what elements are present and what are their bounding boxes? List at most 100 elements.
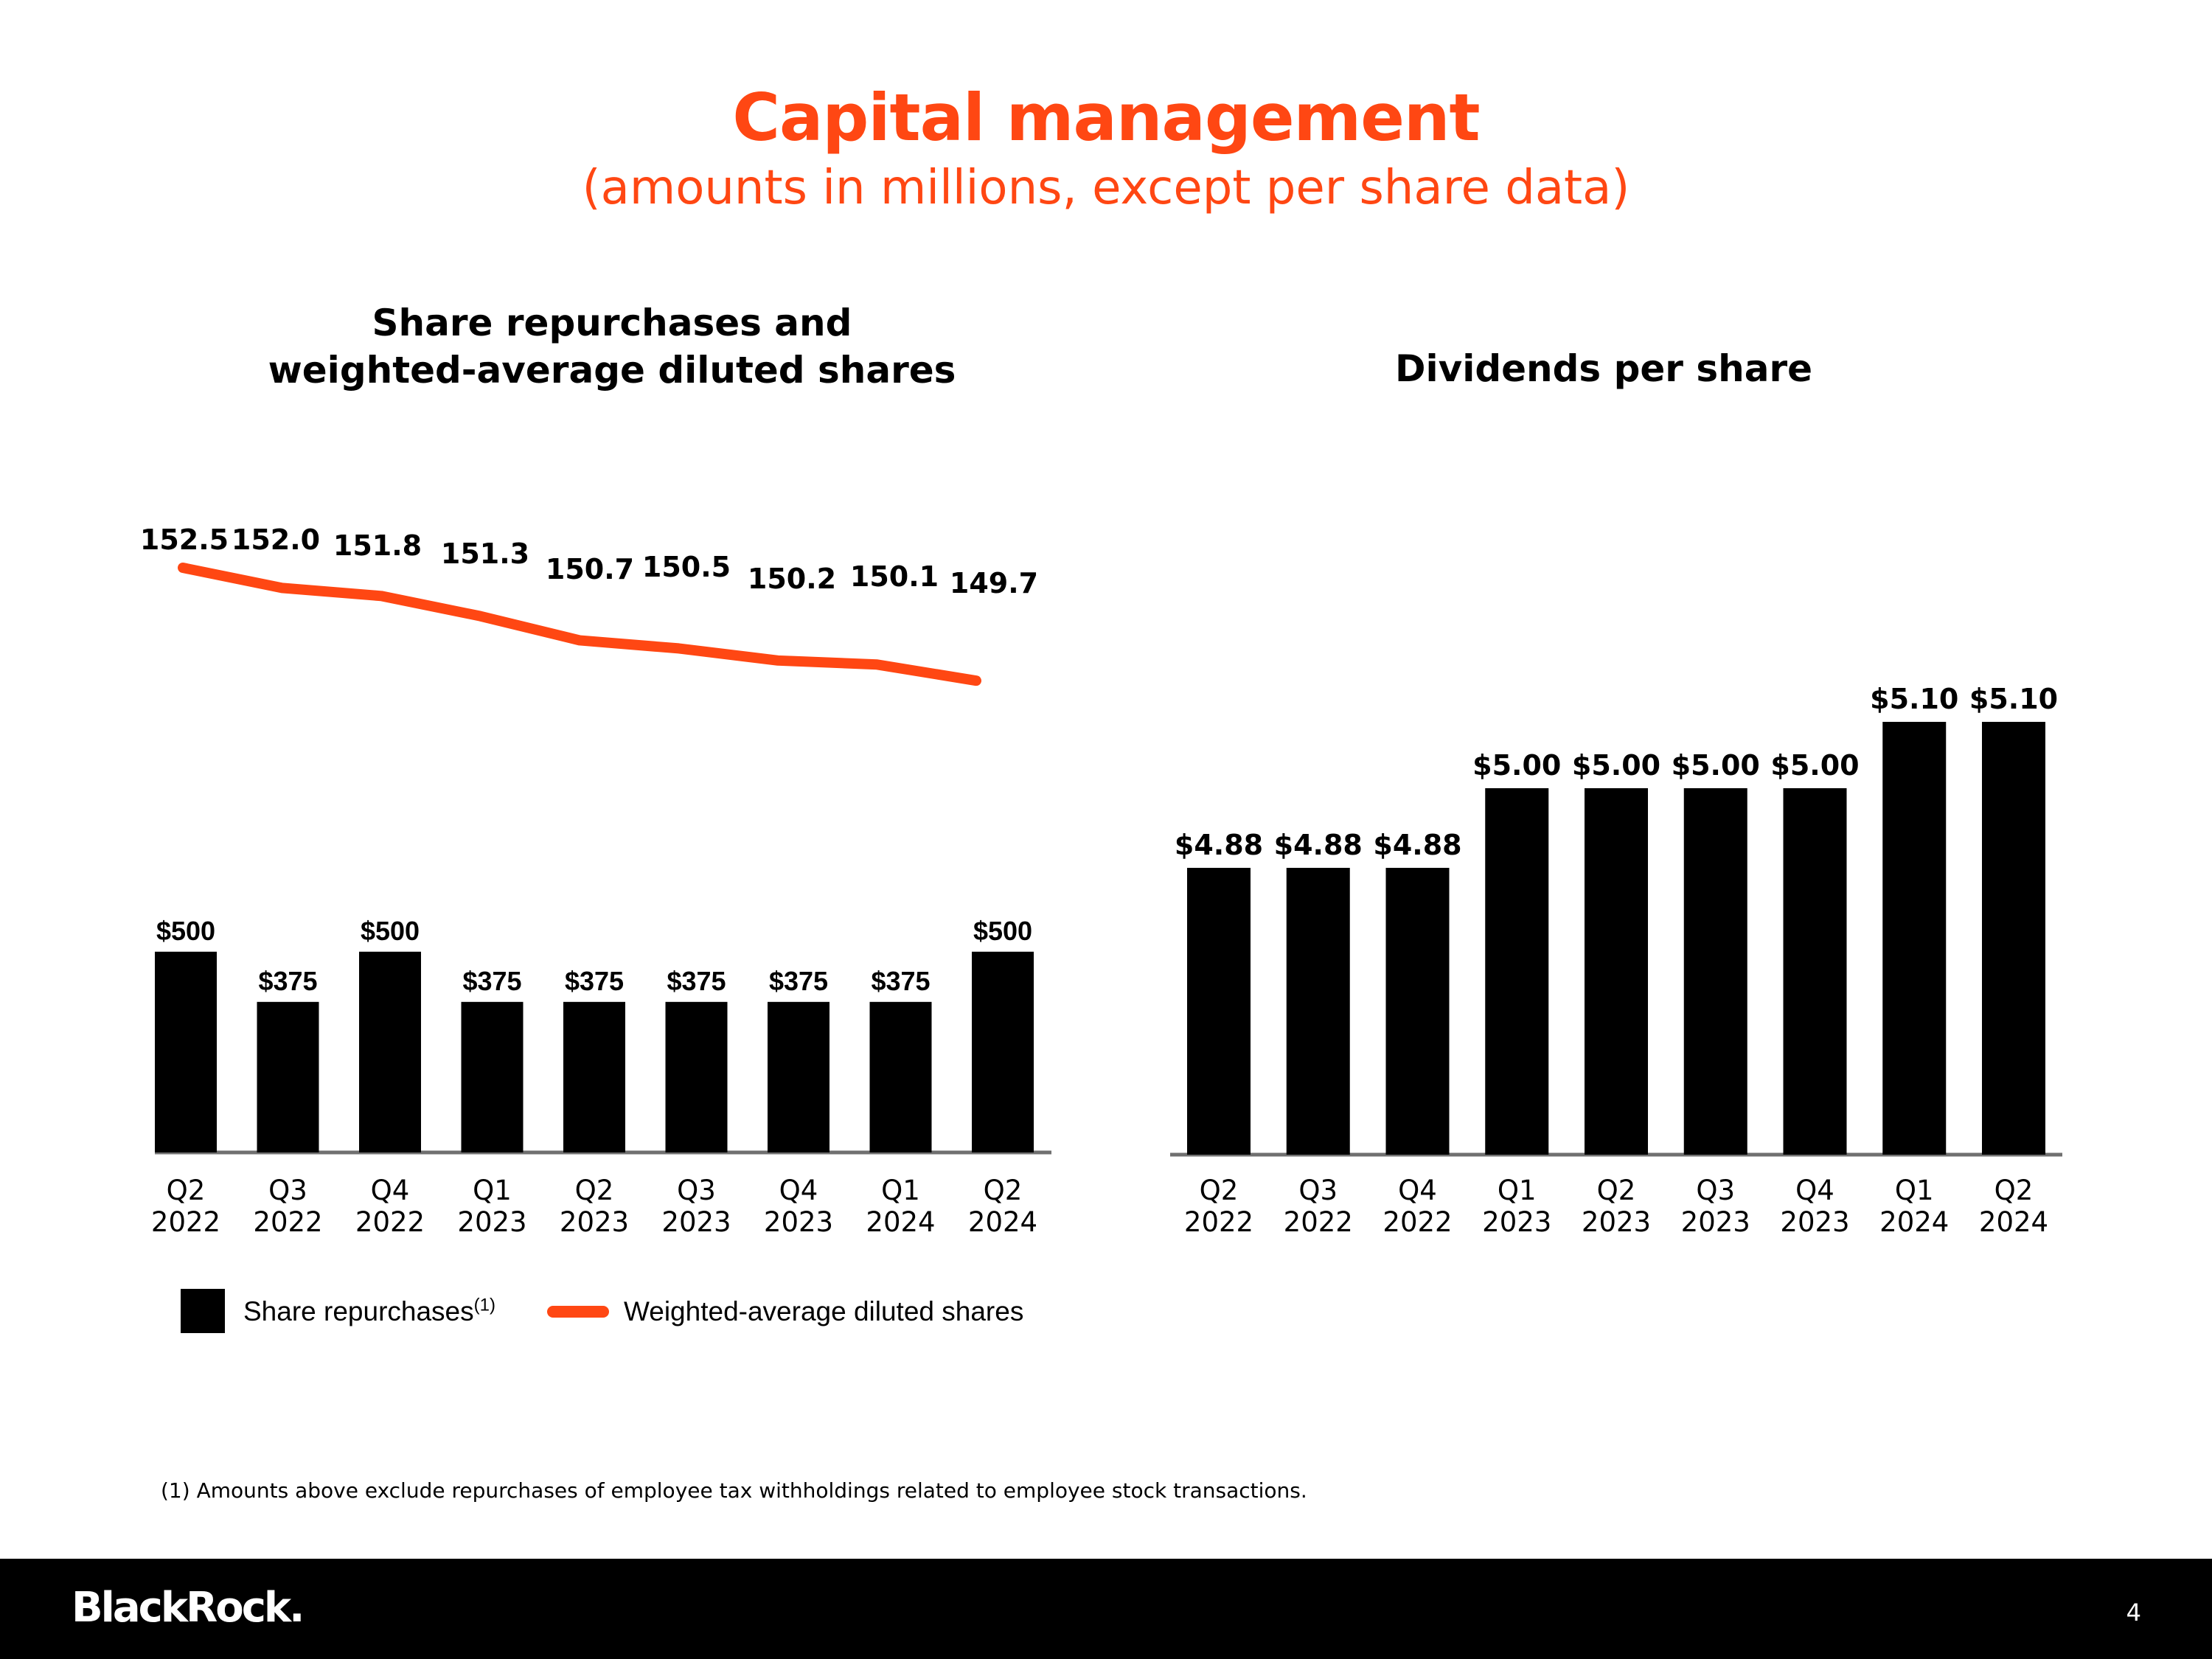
dividend-value-label: $5.00: [1770, 749, 1859, 782]
dividend-bar: [1882, 722, 1947, 1155]
legend-diluted-shares-swatch: [547, 1306, 609, 1318]
dividends-tick-label-quarter: Q2: [1994, 1175, 2034, 1206]
legend-share-repurchases-swatch: [181, 1289, 225, 1333]
share-repurchases-tick-label-quarter: Q4: [779, 1175, 818, 1206]
share-repurchases-chart: $500Q22022$375Q32022$500Q42022$375Q12023…: [140, 524, 1051, 1238]
share-repurchases-tick-label-quarter: Q3: [268, 1175, 307, 1206]
diluted-shares-value-label: 150.1: [850, 560, 939, 593]
share-repurchase-value-label: $375: [462, 966, 521, 996]
share-repurchases-title-line-1: Share repurchases and: [372, 302, 852, 344]
share-repurchases-tick-label-quarter: Q2: [575, 1175, 614, 1206]
share-repurchase-bar: [257, 1001, 319, 1152]
dividends-tick-label-quarter: Q2: [1200, 1175, 1239, 1206]
share-repurchase-bar: [665, 1001, 728, 1152]
dividend-value-label: $5.00: [1572, 749, 1660, 782]
share-repurchases-tick-label-year: 2022: [151, 1206, 220, 1238]
share-repurchases-tick-label-year: 2022: [253, 1206, 322, 1238]
page-title: Capital management: [732, 80, 1480, 156]
diluted-shares-value-label: 150.7: [546, 553, 634, 585]
dividend-bar: [1783, 788, 1847, 1155]
page-subtitle: (amounts in millions, except per share d…: [582, 161, 1630, 215]
share-repurchases-tick-label-year: 2024: [968, 1206, 1037, 1238]
diluted-shares-value-label: 152.5: [140, 524, 229, 556]
share-repurchase-bar: [972, 951, 1034, 1152]
dividends-tick-label-year: 2022: [1382, 1206, 1452, 1238]
dividends-tick-label-quarter: Q1: [1895, 1175, 1934, 1206]
share-repurchases-tick-label-year: 2023: [457, 1206, 526, 1238]
legend-share-repurchases-text: Share repurchases: [243, 1296, 474, 1326]
share-repurchase-value-label: $500: [973, 916, 1032, 946]
dividend-value-label: $5.00: [1672, 749, 1760, 782]
dividend-bar: [1187, 868, 1251, 1155]
blackrock-logo: BlackRock.: [72, 1584, 305, 1632]
dividends-tick-label-year: 2023: [1482, 1206, 1551, 1238]
dividends-tick-label-quarter: Q4: [1795, 1175, 1834, 1206]
share-repurchase-value-label: $375: [769, 966, 828, 996]
diluted-shares-value-label: 151.8: [333, 529, 422, 562]
legend-footnote-marker: (1): [473, 1295, 495, 1315]
legend-share-repurchases-label: Share repurchases(1): [243, 1289, 495, 1335]
dividends-tick-label-quarter: Q4: [1398, 1175, 1437, 1206]
dividend-value-label: $5.10: [1870, 683, 1958, 715]
share-repurchases-tick-label-quarter: Q4: [371, 1175, 410, 1206]
share-repurchase-bar: [359, 951, 421, 1152]
dividend-value-label: $4.88: [1175, 829, 1263, 861]
dividend-value-label: $4.88: [1373, 829, 1461, 861]
share-repurchase-value-label: $500: [361, 916, 420, 946]
legend-diluted-shares-label: Weighted-average diluted shares: [624, 1296, 1024, 1326]
share-repurchase-value-label: $375: [871, 966, 930, 996]
dividend-bar: [1286, 868, 1350, 1155]
dividend-value-label: $4.88: [1274, 829, 1363, 861]
share-repurchase-value-label: $375: [258, 966, 317, 996]
dividends-tick-label-year: 2022: [1284, 1206, 1353, 1238]
dividend-value-label: $5.10: [1969, 683, 2058, 715]
dividend-bar: [1585, 788, 1648, 1155]
dividend-bar: [1385, 868, 1450, 1155]
share-repurchase-value-label: $375: [667, 966, 726, 996]
footnote: (1) Amounts above exclude repurchases of…: [161, 1478, 1307, 1503]
page-number: 4: [2126, 1599, 2141, 1627]
share-repurchases-tick-label-year: 2024: [866, 1206, 935, 1238]
dividends-tick-label-quarter: Q3: [1298, 1175, 1338, 1206]
share-repurchase-bar: [461, 1001, 524, 1152]
diluted-shares-value-label: 151.3: [441, 538, 529, 570]
share-repurchase-bar: [768, 1001, 830, 1152]
diluted-shares-line: [178, 563, 981, 686]
diluted-shares-value-label: 150.2: [748, 563, 836, 595]
share-repurchases-tick-label-year: 2023: [560, 1206, 629, 1238]
dividends-tick-label-quarter: Q2: [1597, 1175, 1636, 1206]
share-repurchase-bar: [869, 1001, 932, 1152]
share-repurchase-value-label: $375: [565, 966, 624, 996]
share-repurchases-tick-label-quarter: Q3: [677, 1175, 716, 1206]
dividends-tick-label-year: 2023: [1681, 1206, 1750, 1238]
dividends-chart: $4.88Q22022$4.88Q32022$4.88Q42022$5.00Q1…: [1170, 683, 2062, 1238]
dividend-bar: [1683, 788, 1747, 1155]
dividends-tick-label-quarter: Q3: [1696, 1175, 1735, 1206]
footer-bar: [0, 1559, 2212, 1659]
share-repurchases-tick-label-quarter: Q1: [473, 1175, 512, 1206]
share-repurchase-value-label: $500: [156, 916, 215, 946]
share-repurchases-tick-label-quarter: Q2: [167, 1175, 206, 1206]
dividends-chart-title: Dividends per share: [1394, 347, 1813, 390]
dividends-tick-label-year: 2023: [1780, 1206, 1849, 1238]
share-repurchases-tick-label-year: 2023: [661, 1206, 731, 1238]
share-repurchases-title-line-2: weighted-average diluted shares: [268, 349, 956, 392]
share-repurchases-tick-label-year: 2022: [355, 1206, 425, 1238]
dividends-tick-label-year: 2023: [1582, 1206, 1651, 1238]
dividends-tick-label-year: 2022: [1184, 1206, 1253, 1238]
diluted-shares-value-label: 152.0: [232, 524, 320, 556]
dividend-bar: [1982, 722, 2045, 1155]
dividends-tick-label-year: 2024: [1879, 1206, 1949, 1238]
share-repurchases-tick-label-year: 2023: [764, 1206, 833, 1238]
share-repurchase-bar: [155, 951, 217, 1152]
share-repurchases-tick-label-quarter: Q2: [984, 1175, 1023, 1206]
diluted-shares-value-label: 149.7: [950, 567, 1038, 599]
dividend-bar: [1485, 788, 1549, 1155]
dividends-tick-label-quarter: Q1: [1498, 1175, 1537, 1206]
share-repurchase-bar: [563, 1001, 625, 1152]
share-repurchases-chart-title: Share repurchases and weighted-average d…: [243, 299, 981, 394]
dividends-tick-label-year: 2024: [1979, 1206, 2048, 1238]
diluted-shares-value-label: 150.5: [642, 551, 731, 583]
share-repurchases-tick-label-quarter: Q1: [881, 1175, 920, 1206]
dividend-value-label: $5.00: [1472, 749, 1561, 782]
